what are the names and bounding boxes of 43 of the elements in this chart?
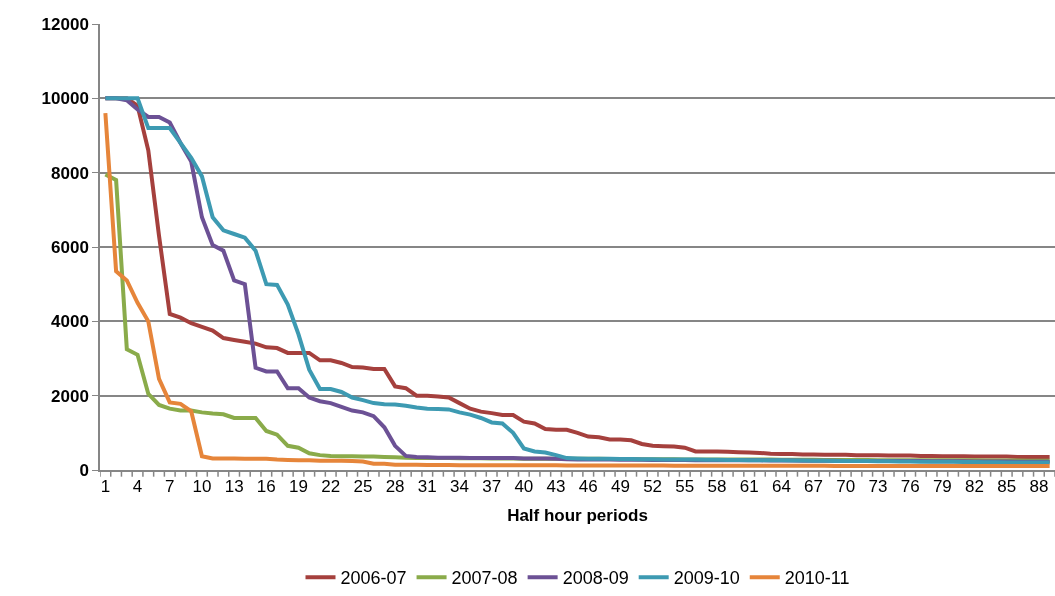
legend-label: 2009-10 [673,568,740,589]
x-tick-label: 82 [965,477,984,497]
y-tick-label: 12000 [41,14,89,34]
x-tick-label: 22 [321,477,341,497]
x-tick-label: 58 [707,477,727,497]
x-tick-label: 37 [482,477,502,497]
x-tick-label: 61 [739,477,759,497]
x-tick-label: 31 [417,477,437,497]
x-tick-label: 16 [256,477,276,497]
y-tick-label: 6000 [51,237,89,257]
legend-label: 2006-07 [340,568,407,589]
legend-label: 2010-11 [784,568,850,589]
y-tick-label: 10000 [41,89,89,109]
x-tick-label: 40 [514,477,534,497]
legend-label: 2008-09 [562,568,629,589]
y-tick-label: 0 [79,460,89,480]
x-tick-label: 28 [385,477,405,497]
x-tick-label: 67 [804,477,824,497]
x-tick-label: 64 [771,477,791,497]
x-tick-label: 25 [353,477,373,497]
x-tick-label: 7 [165,477,175,497]
x-tick-label: 46 [578,477,598,497]
x-tick-label: 1 [100,477,111,497]
x-tick-label: 55 [675,477,695,497]
x-tick-label: 70 [836,477,856,497]
x-axis-title: Half hour periods [507,506,648,526]
y-tick-label: 8000 [51,163,89,183]
x-tick-label: 76 [900,477,920,497]
y-tick-label: 2000 [51,386,89,406]
x-tick-label: 85 [997,477,1017,497]
y-tick-label: 4000 [51,312,89,332]
x-tick-label: 19 [289,477,308,497]
x-tick-label: 10 [192,477,212,497]
x-tick-label: 79 [932,477,952,497]
x-tick-label: 43 [546,477,566,497]
x-tick-label: 13 [224,477,244,497]
x-tick-label: 88 [1029,477,1049,497]
legend-label: 2007-08 [451,568,518,589]
x-tick-label: 4 [132,477,143,497]
x-tick-label: 34 [450,477,469,497]
x-tick-label: 52 [643,477,663,497]
x-tick-label: 73 [868,477,888,497]
x-tick-label: 49 [610,477,630,497]
